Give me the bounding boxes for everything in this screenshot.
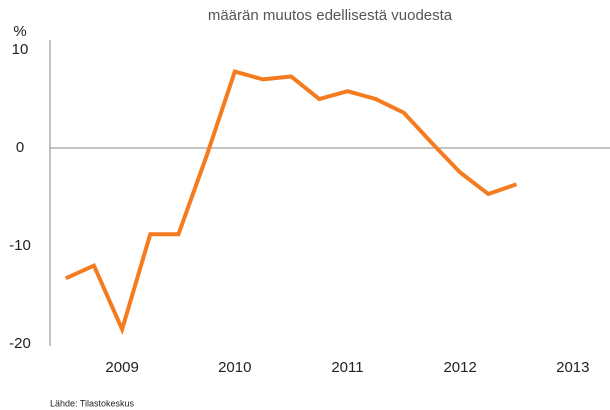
x-tick-label: 2011 — [331, 359, 363, 376]
y-axis-label: % — [13, 23, 26, 40]
y-tick-label: -10 — [9, 237, 31, 254]
y-tick-label: 10 — [12, 41, 29, 58]
y-tick-label: -20 — [9, 335, 31, 352]
chart-title: määrän muutos edellisestä vuodesta — [208, 7, 453, 24]
y-tick-label: 0 — [16, 139, 24, 156]
x-tick-label: 2010 — [218, 359, 251, 376]
x-tick-label: 2012 — [443, 359, 476, 376]
x-tick-label: 2013 — [556, 359, 589, 376]
x-tick-label: 2009 — [105, 359, 138, 376]
source: Lähde: Tilastokeskus — [50, 398, 135, 408]
line-series — [64, 69, 518, 336]
